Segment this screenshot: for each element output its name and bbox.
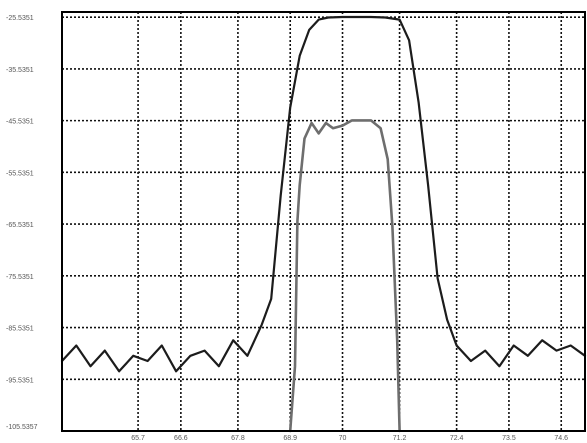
series-line-1 [288, 119, 401, 433]
y-tick-label: -55.5351 [6, 170, 34, 177]
x-tick-label: 73.5 [502, 435, 516, 442]
y-tick-label: -75.5351 [6, 274, 34, 281]
x-axis-labels: 65.7 66.6 67.8 68.9 70 71.2 72.4 73.5 74.6 [131, 435, 568, 442]
y-tick-label: -25.5351 [6, 15, 34, 22]
y-tick-label: -65.5351 [6, 222, 34, 229]
y-tick-label: -45.5351 [6, 119, 34, 126]
y-tick-label: -105.5357 [6, 424, 38, 431]
y-tick-label: -95.5351 [6, 377, 34, 384]
y-tick-label: -35.5351 [6, 67, 34, 74]
y-axis-labels: -25.5351 -35.5351 -45.5351 -55.5351 -65.5351… [6, 15, 38, 431]
series-line-0 [60, 15, 587, 373]
series-group [60, 15, 587, 433]
x-tick-label: 72.4 [450, 435, 464, 442]
x-tick-label: 68.9 [283, 435, 297, 442]
y-tick-label: -85.5351 [6, 326, 34, 333]
x-tick-label: 74.6 [554, 435, 568, 442]
x-tick-label: 66.6 [174, 435, 188, 442]
x-tick-label: 70 [339, 435, 347, 442]
x-tick-label: 67.8 [231, 435, 245, 442]
x-tick-label: 71.2 [393, 435, 407, 442]
x-tick-label: 65.7 [131, 435, 145, 442]
plot-frame [61, 11, 586, 432]
grid-lines [62, 12, 585, 431]
